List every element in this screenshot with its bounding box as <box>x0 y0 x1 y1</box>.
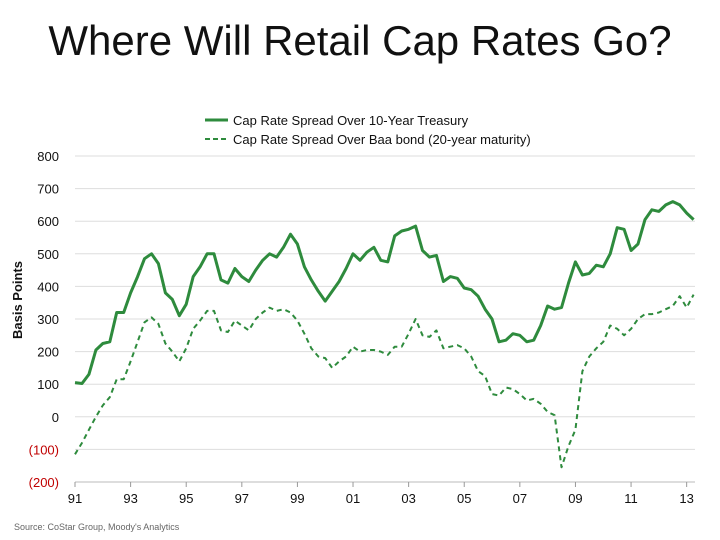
y-tick-label: 400 <box>37 279 59 294</box>
y-tick-label: 300 <box>37 312 59 327</box>
y-tick-label: 800 <box>37 149 59 164</box>
x-tick-label: 03 <box>401 491 415 506</box>
series-lines <box>74 200 695 469</box>
y-tick-label: 0 <box>52 410 59 425</box>
y-axis-label: Basis Points <box>10 261 25 339</box>
x-tick-label: 97 <box>235 491 249 506</box>
gridlines <box>75 155 695 483</box>
y-tick-label: 600 <box>37 214 59 229</box>
series-line-treasury <box>74 200 695 385</box>
legend-label: Cap Rate Spread Over 10-Year Treasury <box>233 113 469 128</box>
x-tick-label: 07 <box>513 491 527 506</box>
x-tick-label: 01 <box>346 491 360 506</box>
y-tick-label: 500 <box>37 247 59 262</box>
y-tick-label: 100 <box>37 377 59 392</box>
x-tick-label: 05 <box>457 491 471 506</box>
y-tick-label: (200) <box>29 475 59 490</box>
source-note: Source: CoStar Group, Moody's Analytics <box>14 522 180 532</box>
axes: 800 700 600 500 400 300 200 100 0 (100) (200) 91 93 9… <box>29 149 695 506</box>
y-tick-label: 700 <box>37 182 59 197</box>
x-tick-label: 09 <box>568 491 582 506</box>
x-tick-label: 91 <box>68 491 82 506</box>
x-tick-label: 95 <box>179 491 193 506</box>
x-tick-label: 13 <box>679 491 693 506</box>
legend-label: Cap Rate Spread Over Baa bond (20-year m… <box>233 132 531 147</box>
page-title: Where Will Retail Cap Rates Go? <box>48 17 672 64</box>
y-tick-label: 200 <box>37 345 59 360</box>
series-line-baa <box>74 294 695 469</box>
x-tick-label: 99 <box>290 491 304 506</box>
y-tick-label: (100) <box>29 442 59 457</box>
x-tick-label: 11 <box>624 491 638 506</box>
legend: Cap Rate Spread Over 10-Year Treasury Cap… <box>205 113 531 147</box>
x-tick-label: 93 <box>123 491 137 506</box>
